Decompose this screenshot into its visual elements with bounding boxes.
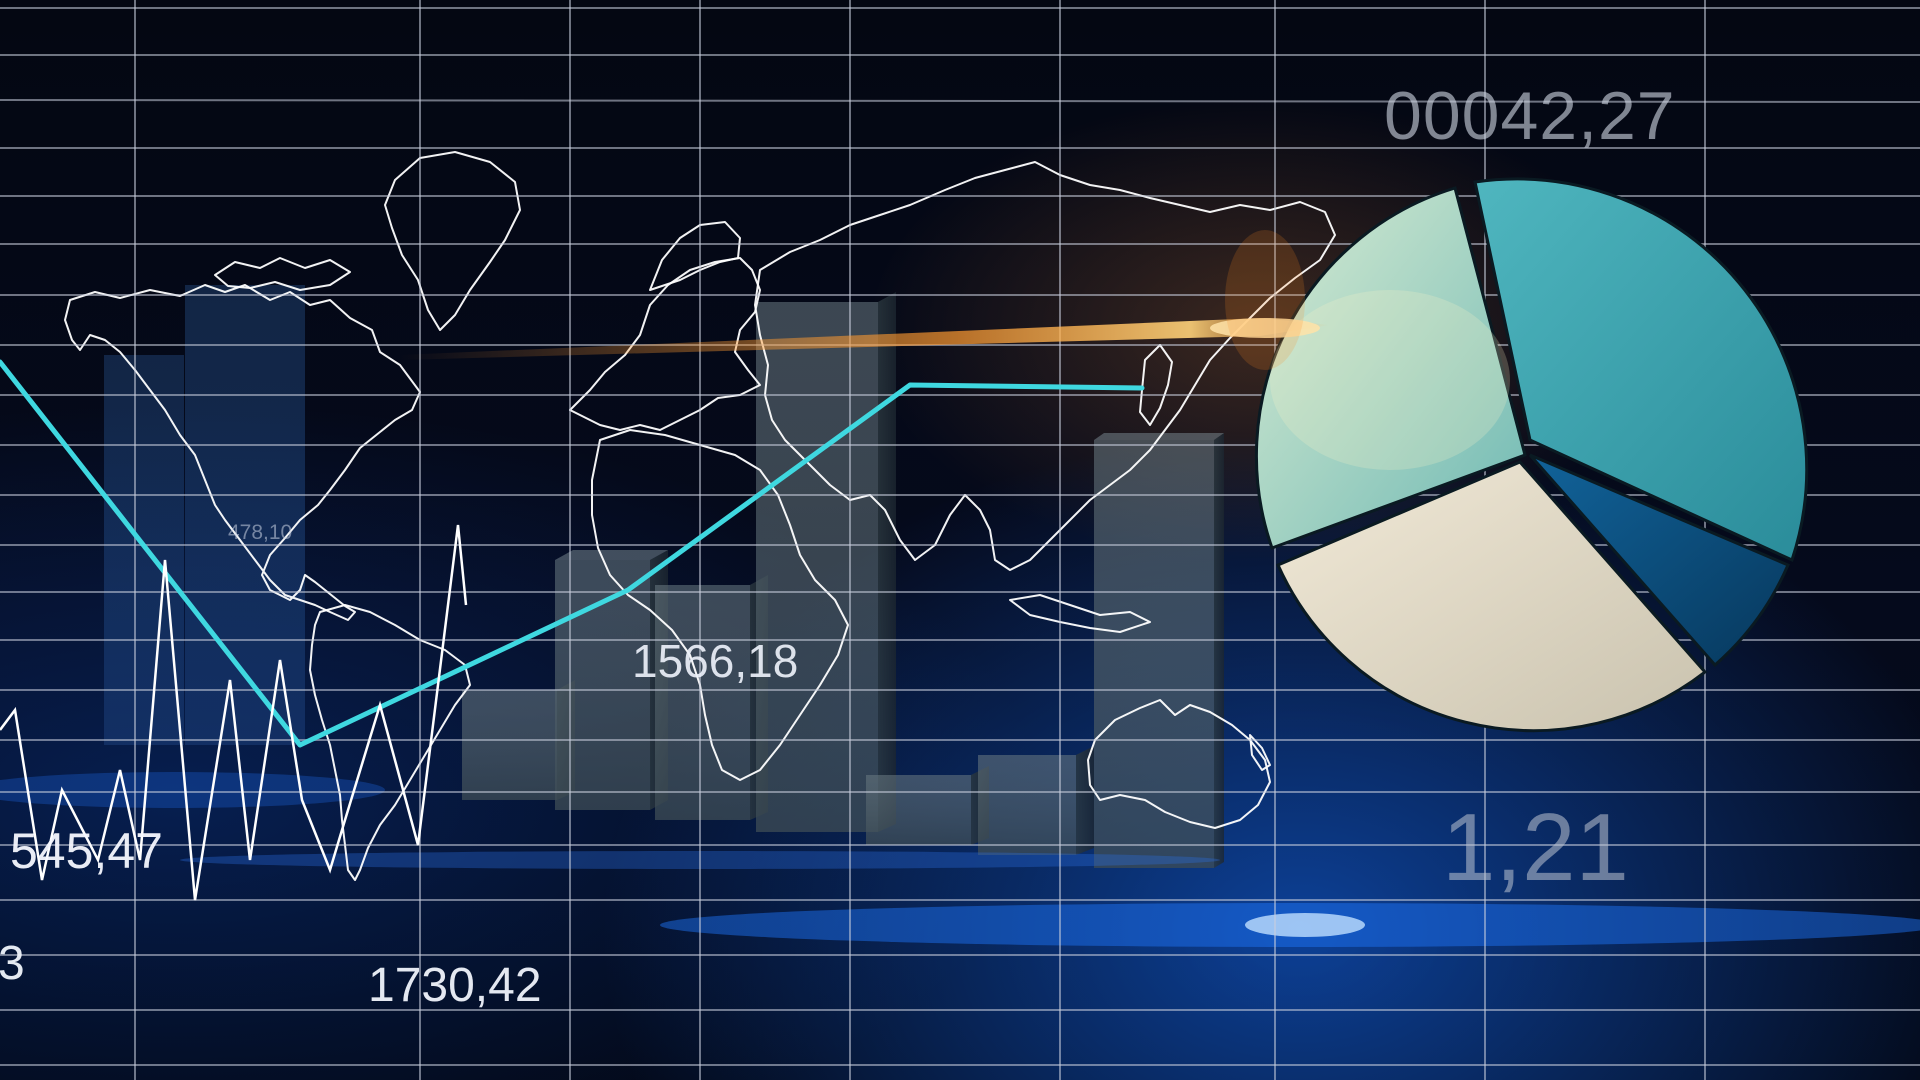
map-north-america <box>64 284 421 621</box>
value-label-small: 478,10 <box>228 521 293 544</box>
value-label-bottom: 1730,42 <box>368 959 542 1012</box>
value-label-top-right: 00042,27 <box>1384 78 1676 154</box>
map-scandinavia <box>649 221 741 291</box>
map-south-america <box>309 604 471 881</box>
flare-streak <box>400 318 1330 360</box>
map-australia <box>1087 699 1271 829</box>
map-europe <box>569 257 761 431</box>
bar-4 <box>756 292 896 832</box>
map-new-zealand <box>1249 734 1271 771</box>
flare-core <box>1210 318 1320 338</box>
value-label-bottom-right: 1,21 <box>1442 794 1629 901</box>
grid-line-h <box>0 99 1920 103</box>
pie-slice-dark-blue <box>1528 453 1790 668</box>
blue-glow-left <box>0 772 385 808</box>
value-label-center: 1566,18 <box>632 635 799 687</box>
map-japan <box>1139 344 1173 426</box>
value-label-left: 545,47 <box>10 823 163 879</box>
bar-back-2 <box>185 285 305 745</box>
flare-halo <box>1225 230 1305 370</box>
map-greenland <box>384 151 521 331</box>
zigzag-line <box>0 524 468 901</box>
map-africa <box>591 429 849 781</box>
trend-line <box>0 359 1145 748</box>
value-label-left-edge: 3 <box>0 937 25 990</box>
pie-light-flare <box>1270 290 1510 470</box>
map-arctic-islands <box>214 257 351 291</box>
pie-slice-teal <box>1473 177 1809 563</box>
pie-slice-cream <box>1276 460 1708 733</box>
